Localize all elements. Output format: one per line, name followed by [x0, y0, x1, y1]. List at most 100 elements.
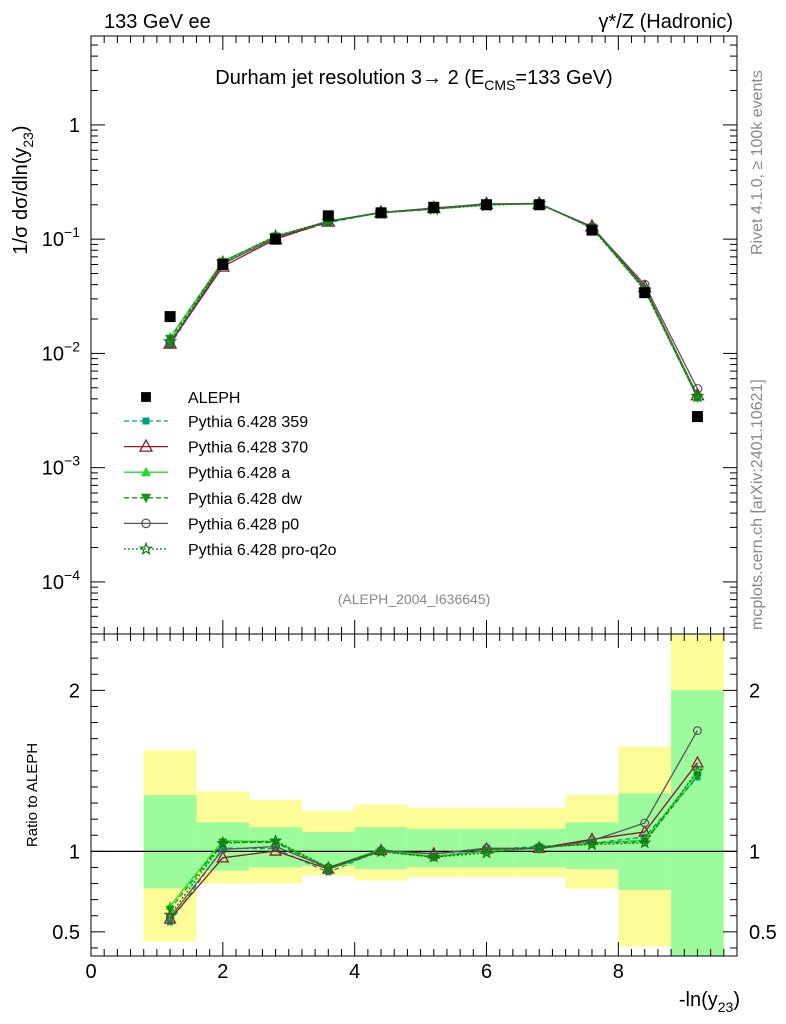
legend-marker	[141, 493, 151, 504]
legend-label: Pythia 6.428 p0	[188, 516, 299, 533]
main-series-line	[169, 203, 698, 396]
ratio-series-marker	[640, 818, 650, 828]
data-point	[586, 224, 598, 236]
ratio-series-marker	[429, 849, 439, 859]
ratio-ytick-label-right: 0.5	[749, 922, 777, 944]
legend-marker	[142, 417, 150, 425]
data-point	[217, 259, 229, 271]
legend-label: Pythia 6.428 a	[188, 465, 290, 482]
main-series-line	[169, 202, 698, 397]
ratio-series-marker	[374, 844, 388, 858]
data-point	[164, 311, 176, 323]
legend: ALEPH Pythia 6.428 359 Pythia 6.428 370 Pyt…	[124, 390, 337, 559]
legend-label: Pythia 6.428 359	[188, 414, 308, 431]
ratio-series-marker	[690, 763, 705, 777]
ratio-xlabel: -ln(y23)	[679, 989, 740, 1015]
ratio-series-marker	[321, 860, 335, 874]
main-ytick-label: 10−1	[42, 224, 80, 251]
ratio-uncertainty-bands	[143, 634, 724, 956]
main-axis-ticks: 1 10−1 10−2 10−3 10−4	[42, 35, 737, 634]
data-point	[375, 207, 387, 219]
data-point	[270, 233, 282, 245]
ratio-band-green	[143, 795, 197, 889]
main-series-line	[169, 203, 698, 390]
ratio-series-marker	[269, 843, 283, 856]
ratio-series-marker	[268, 833, 283, 847]
ratio-series-marker	[693, 726, 702, 736]
data-point	[481, 199, 493, 211]
ratio-series-marker	[427, 850, 441, 863]
main-series-marker	[692, 383, 703, 394]
ratio-series-marker	[534, 844, 544, 854]
xtick-label: 0	[85, 961, 96, 983]
ratio-series-marker	[216, 850, 230, 863]
main-ytick-label: 10−4	[42, 567, 80, 594]
main-series-group	[162, 195, 705, 404]
main-ytick-label: 1	[69, 115, 80, 137]
side-label-version: Rivet 4.1.0, ≥ 100k events	[749, 70, 766, 255]
ratio-series-marker	[163, 908, 177, 921]
ratio-series-marker	[272, 845, 279, 852]
legend-marker	[138, 438, 154, 452]
legend-marker	[138, 541, 154, 556]
header-left: 133 GeV ee	[104, 11, 211, 33]
main-series-line	[169, 203, 698, 397]
side-label-source: mcplots.cern.ch [arXiv:2401.10621]	[749, 379, 766, 630]
data-point	[639, 287, 651, 299]
ratio-series-marker	[165, 912, 175, 922]
main-ytick-label: 10−2	[42, 338, 80, 365]
ratio-ytick-label: 1	[69, 841, 80, 863]
ratio-axis-ticks: 0 2 4 6 8 0.5 0.5 1 1 2 2	[52, 634, 777, 983]
data-point	[533, 199, 545, 211]
legend-label: Pythia 6.428 dw	[188, 491, 302, 508]
ratio-series-line	[169, 730, 698, 918]
ratio-series-marker	[482, 843, 491, 853]
ratio-ytick-label: 2	[69, 680, 80, 702]
ratio-series-marker	[219, 844, 226, 852]
ratio-ylabel: Ratio to ALEPH	[24, 743, 41, 847]
ratio-series-marker	[482, 846, 492, 856]
ratio-ytick-label-right: 2	[749, 680, 760, 702]
main-series-marker	[165, 337, 175, 348]
ratio-series-marker	[479, 846, 494, 859]
main-ytick-label: 10−3	[42, 453, 80, 480]
data-point	[691, 411, 703, 423]
ratio-plot-frame	[90, 633, 738, 957]
xtick-label: 2	[217, 961, 228, 983]
xtick-label: 6	[481, 961, 492, 983]
ratio-series-marker	[587, 836, 597, 845]
data-point	[322, 210, 334, 222]
ratio-series-marker	[585, 837, 599, 851]
xtick-label: 8	[613, 961, 624, 983]
ratio-series-marker	[216, 836, 230, 849]
main-series-marker	[163, 335, 178, 349]
legend-marker	[141, 392, 151, 402]
main-series-line	[169, 202, 698, 398]
ratio-series-line	[169, 776, 698, 923]
legend-marker	[141, 518, 151, 529]
main-series-marker	[166, 341, 174, 349]
main-ylabel: 1/σ dσ/dln(y23)	[10, 125, 36, 254]
main-series-line	[169, 202, 698, 398]
ratio-series-marker	[166, 919, 174, 926]
ratio-band-green	[671, 690, 724, 956]
analysis-watermark: (ALEPH_2004_I636645)	[338, 591, 491, 607]
ratio-series-marker	[532, 840, 546, 853]
main-series-marker	[690, 389, 705, 403]
data-point	[428, 201, 440, 213]
legend-label: Pythia 6.428 370	[188, 440, 308, 457]
header-right: γ*/Z (Hadronic)	[599, 11, 733, 33]
legend-label: ALEPH	[188, 390, 240, 407]
main-series-marker	[162, 334, 178, 348]
main-title: Durham jet resolution 3→ 2 (ECMS=133 GeV…	[215, 67, 612, 93]
ratio-series-line	[169, 770, 698, 916]
ratio-series-marker	[638, 835, 652, 849]
ratio-series-group	[163, 726, 705, 926]
main-data-points	[164, 199, 703, 423]
ratio-ytick-label: 0.5	[52, 922, 80, 944]
xtick-label: 4	[349, 961, 360, 983]
ratio-ytick-label-right: 1	[749, 841, 760, 863]
legend-label: Pythia 6.428 pro-q2o	[188, 542, 337, 559]
legend-marker	[141, 466, 151, 477]
